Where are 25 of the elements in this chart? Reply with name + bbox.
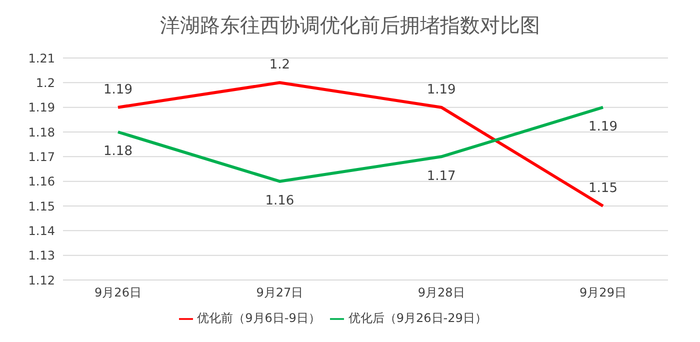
x-tick-label: 9月27日 <box>256 286 304 300</box>
chart-title: 洋湖路东往西协调优化前后拥堵指数对比图 <box>159 12 541 39</box>
y-tick-label: 1.19 <box>28 100 55 115</box>
y-tick-label: 1.2 <box>36 76 55 90</box>
y-tick-label: 1.12 <box>28 273 55 288</box>
data-label: 1.19 <box>426 82 456 98</box>
data-label: 1.15 <box>588 181 618 196</box>
y-tick-label: 1.15 <box>28 199 55 214</box>
y-tick-label: 1.18 <box>28 125 55 140</box>
y-tick-label: 1.21 <box>28 51 55 66</box>
x-tick-label: 9月29日 <box>580 286 626 300</box>
data-label: 1.18 <box>104 144 132 160</box>
legend-label: 优化前（9月6日-9日） <box>197 311 320 325</box>
data-label: 1.19 <box>588 120 618 135</box>
legend-label: 优化后（9月26日-29日） <box>348 311 487 325</box>
x-tick-label: 9月28日 <box>418 286 465 300</box>
data-label: 1.2 <box>269 58 290 73</box>
y-tick-label: 1.14 <box>28 224 55 238</box>
y-tick-label: 1.17 <box>28 150 55 164</box>
y-tick-label: 1.13 <box>28 248 55 263</box>
data-label: 1.17 <box>426 168 456 184</box>
x-tick-label: 9月26日 <box>94 286 142 300</box>
y-tick-label: 1.16 <box>28 174 55 189</box>
data-label: 1.19 <box>104 82 132 98</box>
data-label: 1.16 <box>265 194 294 209</box>
